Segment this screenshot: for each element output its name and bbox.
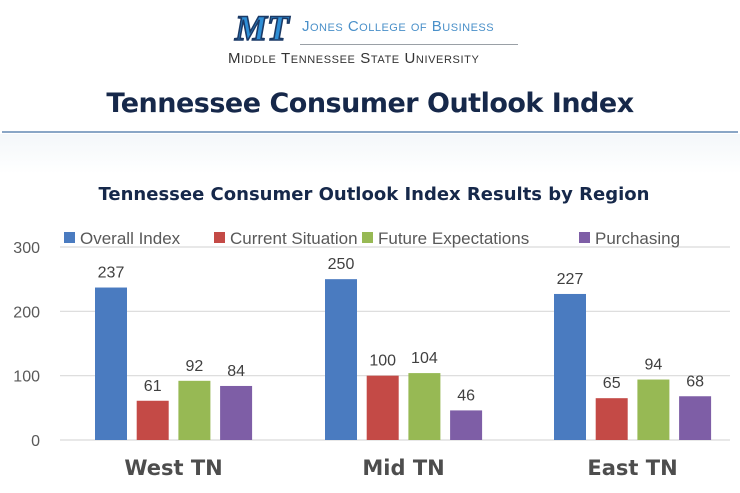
data-label: 61 [144, 378, 162, 395]
data-label: 250 [328, 256, 355, 273]
y-tick-label: 200 [13, 304, 40, 321]
legend-swatch [579, 232, 590, 243]
x-axis: West TN Mid TN East TN [124, 456, 677, 480]
mt-logo: MT [233, 8, 292, 48]
x-category-label: West TN [124, 456, 222, 480]
data-label: 100 [369, 353, 396, 370]
legend-label: Overall Index [80, 229, 181, 248]
chart-title: Tennessee Consumer Outlook Index Results… [99, 184, 650, 205]
data-label: 237 [98, 265, 125, 282]
bar-chart: Tennessee Consumer Outlook Index Results… [13, 184, 730, 480]
header-band [0, 134, 740, 174]
bar [637, 379, 670, 440]
data-label: 65 [603, 375, 621, 392]
x-category-label: Mid TN [362, 456, 444, 480]
bar [450, 410, 483, 440]
bar [178, 380, 211, 440]
data-label: 94 [645, 357, 663, 374]
legend-swatch [214, 232, 225, 243]
bar [408, 373, 441, 440]
data-label: 92 [186, 358, 204, 375]
bar [220, 385, 253, 440]
bar [595, 398, 628, 440]
legend: Overall Index Current Situation Future Exp… [64, 229, 680, 248]
bar [136, 400, 169, 440]
data-label: 46 [457, 387, 475, 404]
bar [366, 375, 399, 440]
page-title: Tennessee Consumer Outlook Index [106, 88, 634, 119]
y-tick-label: 100 [13, 369, 40, 386]
y-axis: 0 100 200 300 [13, 240, 40, 450]
y-tick-label: 300 [13, 240, 40, 257]
data-label: 68 [686, 373, 704, 390]
bar [325, 279, 357, 440]
legend-swatch [362, 232, 373, 243]
data-label: 227 [557, 271, 584, 288]
x-category-label: East TN [587, 456, 677, 480]
data-label: 84 [227, 363, 245, 380]
legend-label: Future Expectations [378, 229, 529, 248]
logo-text: MT [234, 8, 291, 48]
legend-swatch [64, 232, 75, 243]
logo-divider [300, 44, 518, 45]
bar [554, 293, 586, 440]
bar [679, 396, 712, 440]
legend-label: Current Situation [230, 229, 358, 248]
legend-label: Purchasing [595, 229, 680, 248]
bars: 237 61 92 84 250 100 104 46 227 65 94 68 [95, 256, 712, 440]
bar [95, 287, 127, 440]
college-name: Jones College of Business [302, 18, 495, 35]
data-label: 104 [411, 350, 438, 367]
y-tick-label: 0 [31, 433, 40, 450]
university-name: Middle Tennessee State University [228, 50, 480, 67]
title-divider [2, 131, 738, 133]
